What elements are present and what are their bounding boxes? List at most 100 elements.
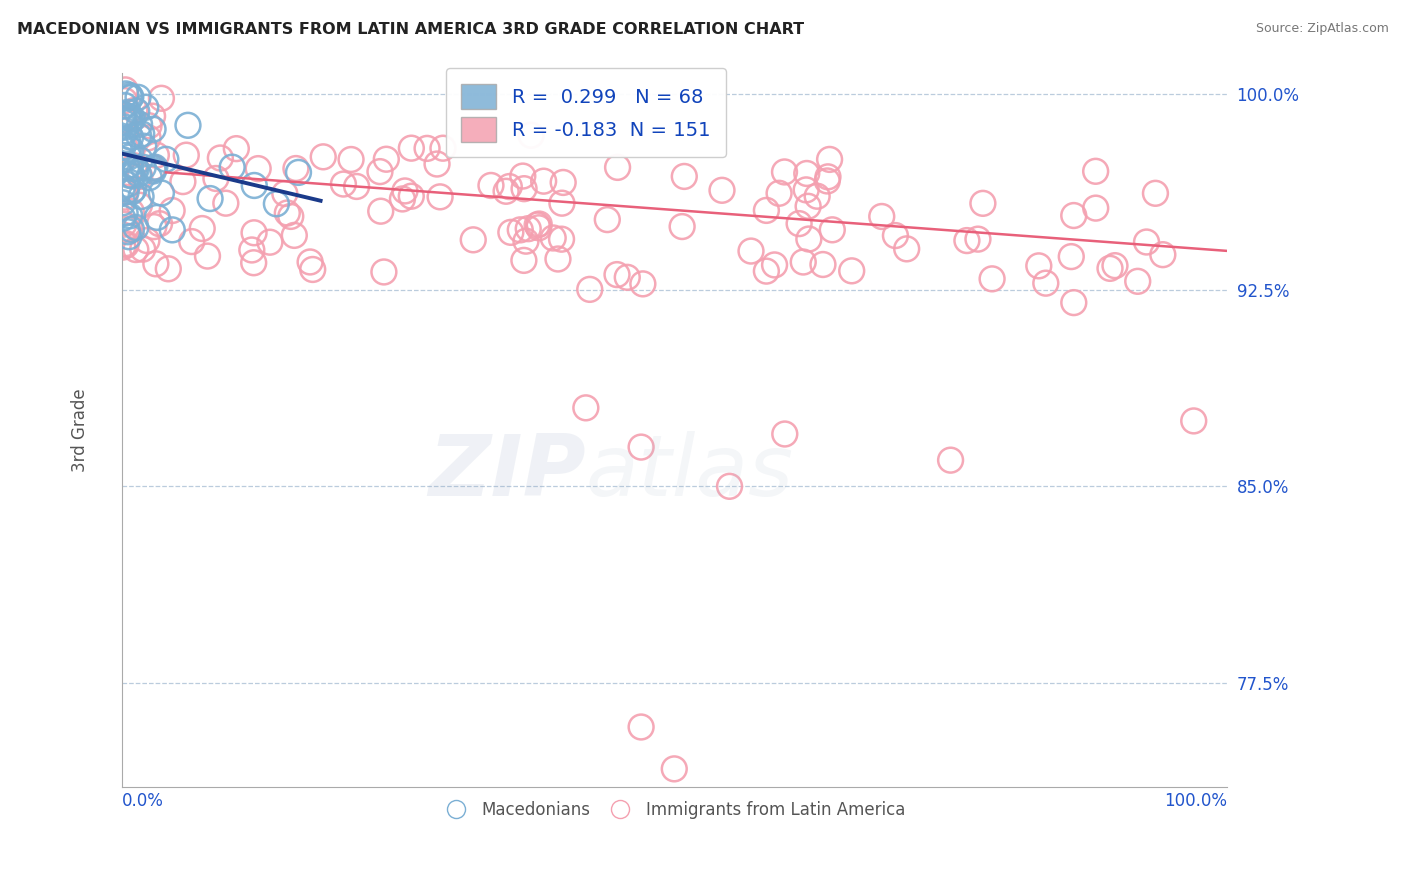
Point [763, 258, 786, 272]
Point [527, 217, 550, 231]
Point [135, 234, 157, 248]
Point [340, 153, 363, 167]
Point [240, 243, 263, 257]
Point [128, 169, 150, 184]
Point [242, 256, 264, 270]
Point [401, 141, 423, 155]
Point [115, 124, 138, 138]
Point [120, 204, 142, 219]
Point [111, 153, 134, 167]
Point [631, 277, 654, 291]
Point [821, 223, 844, 237]
Point [177, 118, 200, 132]
Point [197, 249, 219, 263]
Point [787, 217, 810, 231]
Text: ZIP: ZIP [429, 432, 586, 515]
Point [513, 253, 536, 268]
Point [243, 226, 266, 240]
Point [1060, 250, 1083, 264]
Point [1182, 414, 1205, 428]
Point [370, 204, 392, 219]
Point [817, 169, 839, 184]
Point [432, 141, 454, 155]
Point [550, 232, 572, 246]
Point [794, 183, 817, 197]
Point [115, 222, 138, 236]
Point [114, 120, 136, 135]
Point [198, 192, 221, 206]
Point [120, 143, 142, 157]
Point [125, 104, 148, 119]
Point [796, 166, 818, 180]
Point [498, 179, 520, 194]
Point [1063, 295, 1085, 310]
Point [191, 221, 214, 235]
Point [243, 178, 266, 193]
Text: atlas: atlas [586, 432, 794, 515]
Point [138, 170, 160, 185]
Point [117, 178, 139, 192]
Point [811, 258, 834, 272]
Point [115, 236, 138, 251]
Point [111, 211, 134, 226]
Point [312, 150, 335, 164]
Point [768, 186, 790, 201]
Point [283, 228, 305, 243]
Point [142, 161, 165, 176]
Point [114, 87, 136, 101]
Point [125, 243, 148, 257]
Point [884, 228, 907, 243]
Point [114, 185, 136, 199]
Point [773, 165, 796, 179]
Point [121, 112, 143, 126]
Point [773, 427, 796, 442]
Point [205, 171, 228, 186]
Point [124, 103, 146, 118]
Point [718, 479, 741, 493]
Point [112, 217, 135, 231]
Point [125, 220, 148, 235]
Point [132, 139, 155, 153]
Point [120, 130, 142, 145]
Point [122, 112, 145, 126]
Legend: Macedonians, Immigrants from Latin America: Macedonians, Immigrants from Latin Ameri… [437, 794, 911, 825]
Point [740, 244, 762, 258]
Text: 100.0%: 100.0% [1164, 792, 1227, 811]
Point [115, 185, 138, 199]
Text: Source: ZipAtlas.com: Source: ZipAtlas.com [1256, 22, 1389, 36]
Point [1126, 274, 1149, 288]
Point [551, 196, 574, 211]
Point [117, 225, 139, 239]
Point [121, 169, 143, 183]
Point [1028, 259, 1050, 273]
Point [145, 148, 167, 162]
Point [142, 164, 165, 178]
Point [128, 128, 150, 143]
Point [368, 164, 391, 178]
Point [299, 255, 322, 269]
Point [129, 153, 152, 167]
Point [114, 206, 136, 220]
Point [135, 100, 157, 114]
Point [332, 177, 354, 191]
Point [606, 161, 628, 175]
Point [527, 220, 550, 235]
Point [131, 242, 153, 256]
Point [121, 222, 143, 236]
Point [120, 91, 142, 105]
Point [120, 90, 142, 104]
Point [136, 131, 159, 145]
Point [125, 162, 148, 177]
Point [509, 223, 531, 237]
Point [129, 189, 152, 203]
Point [142, 161, 165, 175]
Point [280, 210, 302, 224]
Point [553, 176, 575, 190]
Point [121, 185, 143, 199]
Point [180, 235, 202, 249]
Point [114, 83, 136, 97]
Point [818, 153, 841, 167]
Point [142, 219, 165, 234]
Point [1063, 209, 1085, 223]
Point [118, 158, 141, 172]
